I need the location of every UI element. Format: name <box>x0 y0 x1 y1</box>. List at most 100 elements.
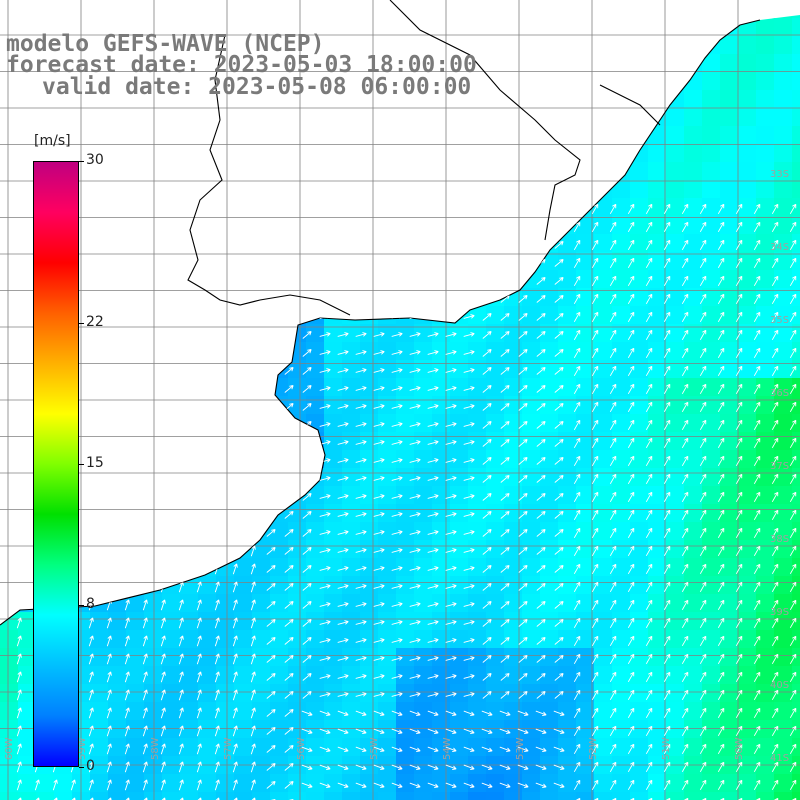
wind-arrow <box>609 437 617 449</box>
speed-cell <box>198 198 217 217</box>
wind-arrow <box>771 563 779 575</box>
wind-arrow <box>319 404 331 409</box>
wind-arrow <box>499 746 511 752</box>
speed-cell <box>288 774 307 793</box>
speed-cell <box>162 576 181 595</box>
speed-cell <box>684 468 703 487</box>
speed-cell <box>522 666 541 685</box>
wind-arrow <box>106 221 112 233</box>
wind-arrow <box>160 401 166 413</box>
speed-cell <box>360 162 379 181</box>
speed-cell <box>90 792 109 800</box>
lon-label: 50W <box>734 737 745 760</box>
wind-arrow <box>124 761 130 773</box>
speed-cell <box>198 180 217 199</box>
speed-cell <box>774 72 793 91</box>
wind-arrow <box>717 617 725 629</box>
speed-cell <box>738 306 757 325</box>
speed-cell <box>306 486 325 505</box>
speed-cell <box>108 666 127 685</box>
wind-arrow <box>284 457 294 465</box>
wind-arrow <box>535 782 547 788</box>
wind-arrow <box>681 617 689 629</box>
wind-arrow <box>142 437 148 449</box>
speed-cell <box>360 234 379 253</box>
wind-arrow <box>699 779 707 791</box>
speed-cell <box>414 648 433 667</box>
speed-cell <box>126 684 145 703</box>
speed-cell <box>162 216 181 235</box>
coast-line <box>0 19 761 626</box>
wind-arrow <box>16 365 22 377</box>
wind-arrow <box>266 367 276 375</box>
speed-cell <box>396 612 415 631</box>
wind-arrow <box>142 419 148 431</box>
speed-cell <box>216 594 235 613</box>
wind-arrow <box>609 743 617 755</box>
speed-cell <box>270 630 289 649</box>
speed-cell <box>0 576 19 595</box>
speed-cell <box>198 630 217 649</box>
wind-arrow <box>717 401 725 413</box>
wind-arrow <box>789 545 797 557</box>
wind-arrow <box>88 437 94 449</box>
wind-arrow <box>196 437 202 449</box>
speed-cell <box>126 720 145 739</box>
wind-arrow <box>553 782 565 788</box>
wind-arrow <box>518 385 528 393</box>
wind-arrow <box>681 725 689 737</box>
wind-arrow <box>266 421 276 429</box>
wind-arrow <box>735 617 743 629</box>
speed-cell <box>648 180 667 199</box>
speed-cell <box>252 594 271 613</box>
wind-arrow <box>319 566 331 571</box>
wind-arrow <box>463 764 475 770</box>
speed-cell <box>162 432 181 451</box>
wind-arrow <box>196 725 202 737</box>
speed-cell <box>270 540 289 559</box>
speed-cell <box>666 414 685 433</box>
wind-arrow <box>609 527 617 539</box>
wind-arrow <box>482 691 492 699</box>
speed-cell <box>414 792 433 800</box>
speed-cell <box>234 486 253 505</box>
speed-cell <box>468 108 487 127</box>
speed-cell <box>0 774 19 793</box>
wind-arrow <box>553 710 565 716</box>
speed-cell <box>648 540 667 559</box>
wind-arrow <box>142 275 148 287</box>
wind-arrow <box>627 329 635 341</box>
speed-cell <box>396 486 415 505</box>
wind-arrow <box>106 743 112 755</box>
wind-arrow <box>214 257 220 269</box>
speed-cell <box>612 342 631 361</box>
speed-cell <box>558 522 577 541</box>
speed-cell <box>234 612 253 631</box>
wind-arrow <box>337 566 349 571</box>
wind-arrow <box>88 473 94 485</box>
speed-cell <box>126 180 145 199</box>
speed-cell <box>612 396 631 415</box>
speed-cell <box>432 648 451 667</box>
speed-cell <box>558 450 577 469</box>
wind-arrow <box>355 422 367 427</box>
speed-cell <box>612 450 631 469</box>
wind-arrow <box>266 277 276 285</box>
wind-arrow <box>70 779 76 791</box>
wind-arrow <box>482 205 492 213</box>
speed-cell <box>342 414 361 433</box>
wind-arrow <box>591 491 599 503</box>
speed-cell <box>324 486 343 505</box>
speed-cell <box>162 648 181 667</box>
speed-cell <box>270 162 289 181</box>
speed-cell <box>180 360 199 379</box>
speed-cell <box>486 558 505 577</box>
speed-cell <box>594 684 613 703</box>
wind-arrow <box>337 656 349 661</box>
wind-arrow <box>391 332 403 337</box>
speed-cell <box>432 216 451 235</box>
speed-cell <box>198 720 217 739</box>
speed-cell <box>720 162 739 181</box>
wind-arrow <box>518 241 528 249</box>
speed-cell <box>756 162 775 181</box>
